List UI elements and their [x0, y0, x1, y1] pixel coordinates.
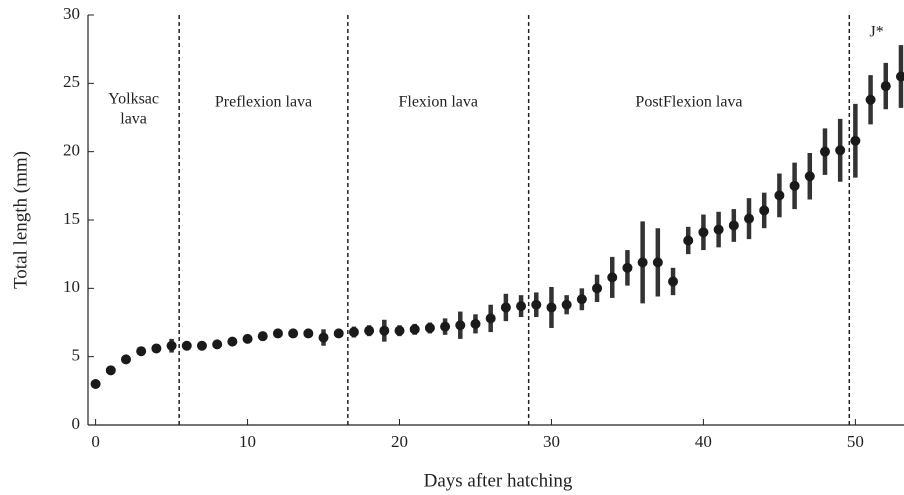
data-point: [516, 301, 527, 312]
stage-label: Preflexion lava: [215, 94, 312, 111]
y-tick-label: 5: [72, 346, 81, 365]
y-tick-label: 20: [63, 141, 80, 160]
data-point: [424, 322, 435, 333]
data-point: [470, 318, 481, 329]
data-point: [819, 146, 830, 157]
data-point: [364, 325, 375, 336]
data-point: [212, 339, 223, 350]
x-tick-label: 50: [847, 432, 864, 451]
stage-label: Flexion lava: [398, 94, 478, 111]
data-point: [394, 325, 405, 336]
x-axis-label: Days after hatching: [424, 470, 573, 491]
data-point: [272, 328, 283, 339]
data-point: [288, 328, 299, 339]
data-point: [257, 331, 268, 342]
x-tick-label: 20: [391, 432, 408, 451]
data-point: [166, 340, 177, 351]
data-point: [90, 379, 101, 389]
data-point: [865, 94, 876, 105]
data-point: [835, 145, 846, 156]
data-point: [242, 333, 253, 344]
data-point: [789, 180, 800, 191]
data-point: [227, 336, 238, 347]
data-point: [181, 340, 192, 351]
stage-label: PostFlexion lava: [635, 94, 742, 111]
stage-label: J*: [870, 24, 884, 41]
data-point: [546, 302, 557, 313]
data-point: [409, 324, 420, 335]
data-point: [804, 171, 815, 182]
data-point: [683, 235, 694, 246]
data-point: [850, 135, 861, 146]
data-point: [196, 340, 207, 351]
y-axis-label: Total length (mm): [10, 151, 31, 289]
data-point: [713, 224, 724, 235]
data-point: [607, 272, 618, 283]
y-tick-label: 25: [63, 72, 80, 91]
data-point: [637, 257, 648, 268]
data-point: [592, 283, 603, 294]
data-point: [500, 302, 511, 313]
y-tick-label: 10: [63, 277, 80, 296]
data-point: [895, 71, 904, 82]
stage-label: lava: [120, 111, 147, 128]
data-point: [151, 343, 162, 354]
data-point: [105, 365, 116, 376]
x-tick-label: 10: [239, 432, 256, 451]
data-point: [440, 321, 451, 332]
data-point: [348, 327, 359, 338]
x-tick-label: 40: [695, 432, 712, 451]
data-point: [455, 320, 466, 331]
data-point: [561, 299, 572, 310]
data-point: [880, 81, 891, 92]
data-point: [759, 205, 770, 216]
data-point: [136, 346, 147, 357]
data-point: [120, 354, 131, 365]
x-tick-label: 0: [91, 432, 100, 451]
data-point: [318, 332, 329, 343]
data-point: [333, 328, 344, 339]
x-tick-label: 30: [543, 432, 560, 451]
data-point: [485, 313, 496, 324]
data-point: [622, 262, 633, 273]
data-point: [744, 213, 755, 224]
data-point: [774, 190, 785, 201]
data-point: [531, 299, 542, 310]
y-tick-label: 0: [72, 414, 81, 433]
data-point: [652, 257, 663, 268]
data-point: [576, 294, 587, 305]
data-point: [303, 328, 314, 339]
data-point: [728, 220, 739, 231]
y-tick-label: 30: [63, 4, 80, 23]
data-point: [698, 227, 709, 238]
data-point: [668, 276, 679, 287]
stage-label: Yolksac: [108, 91, 159, 108]
data-point: [379, 325, 390, 336]
y-tick-label: 15: [63, 209, 80, 228]
